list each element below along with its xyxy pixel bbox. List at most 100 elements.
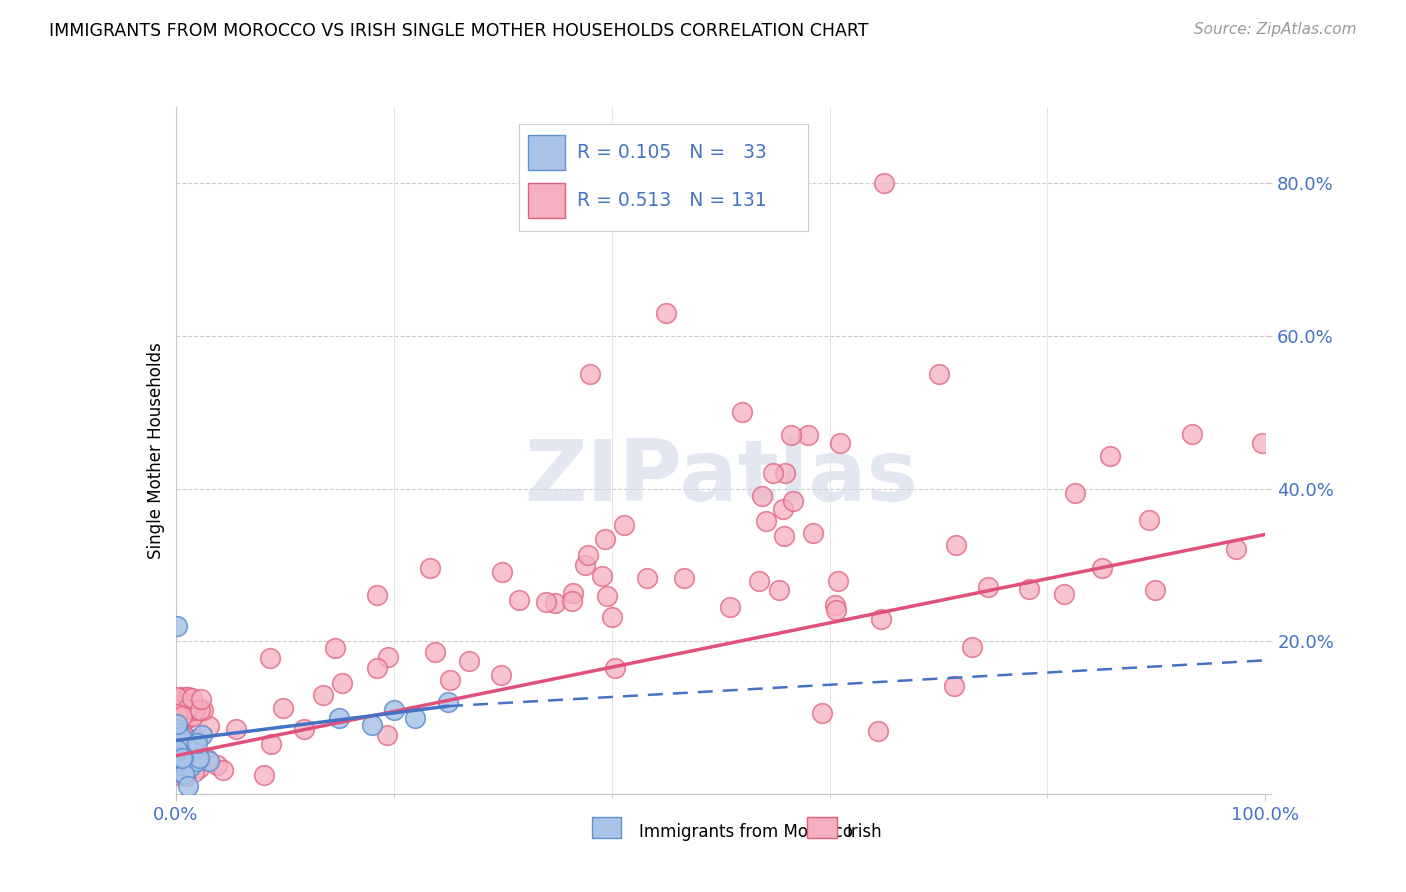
Point (188, 761, 211, 775)
Point (183, 733, 205, 747)
Point (271, 701, 294, 715)
Point (1090, 561, 1112, 575)
Point (166, 743, 188, 757)
Point (636, 571, 658, 585)
Point (827, 574, 849, 588)
Point (866, 723, 889, 738)
Point (366, 588, 388, 602)
Point (169, 755, 191, 769)
Point (167, 723, 190, 737)
Point (188, 751, 211, 765)
Point (170, 739, 193, 754)
Point (166, 722, 188, 736)
Point (177, 779, 200, 793)
Point (170, 709, 193, 723)
Point (928, 367, 950, 381)
Point (172, 708, 194, 723)
Point (1098, 449, 1121, 463)
Point (591, 569, 613, 583)
Point (167, 767, 190, 781)
Point (172, 707, 194, 722)
Point (184, 703, 207, 717)
Point (181, 690, 204, 705)
Point (762, 467, 785, 481)
Point (177, 711, 200, 725)
Point (173, 729, 195, 743)
Point (945, 539, 967, 553)
Point (166, 732, 188, 747)
Point (382, 703, 405, 717)
Point (170, 757, 193, 772)
Point (561, 594, 583, 608)
Point (180, 698, 202, 712)
Point (655, 306, 678, 320)
Point (977, 580, 1000, 594)
Point (718, 600, 741, 615)
Point (323, 641, 346, 656)
Point (579, 367, 602, 381)
Point (360, 718, 382, 732)
Point (1225, 541, 1247, 556)
Point (312, 688, 335, 702)
Y-axis label: Single Mother Households: Single Mother Households (146, 343, 165, 558)
Point (600, 610, 623, 624)
Point (173, 753, 195, 767)
Point (377, 650, 399, 665)
Point (780, 427, 803, 442)
Point (167, 699, 190, 714)
Point (166, 723, 188, 737)
Point (170, 690, 193, 705)
Point (796, 428, 818, 442)
Point (673, 571, 696, 585)
Point (195, 752, 218, 766)
Point (731, 405, 754, 419)
Point (613, 518, 636, 533)
Point (173, 757, 195, 772)
Point (167, 734, 190, 748)
Point (328, 710, 350, 724)
Point (576, 548, 599, 562)
Text: ZIPatlas: ZIPatlas (523, 436, 918, 519)
Point (508, 593, 530, 607)
Point (172, 750, 194, 764)
Point (824, 603, 846, 617)
Point (174, 749, 197, 764)
Point (824, 599, 846, 613)
Point (176, 746, 198, 760)
Point (197, 719, 219, 733)
Point (186, 754, 208, 768)
Point (169, 766, 191, 780)
Point (534, 595, 557, 609)
Point (1018, 582, 1040, 596)
Point (593, 532, 616, 546)
Point (562, 586, 585, 600)
Text: Irish: Irish (846, 822, 882, 840)
Point (172, 750, 194, 764)
Point (166, 750, 188, 764)
Point (166, 735, 188, 749)
Point (811, 706, 834, 720)
Point (186, 736, 208, 750)
Point (177, 747, 200, 761)
Point (259, 651, 281, 665)
Point (190, 691, 212, 706)
Point (330, 676, 353, 690)
Point (491, 565, 513, 579)
Point (596, 589, 619, 603)
Point (166, 706, 188, 721)
Point (170, 741, 193, 756)
Point (177, 705, 200, 719)
Point (166, 730, 188, 744)
Point (801, 526, 824, 541)
Point (169, 706, 191, 720)
Point (439, 673, 461, 687)
Point (782, 494, 804, 508)
Point (166, 743, 188, 757)
Point (489, 667, 512, 681)
Point (773, 529, 796, 543)
Point (167, 750, 190, 764)
Point (377, 728, 399, 742)
Point (366, 661, 388, 675)
Point (170, 760, 193, 774)
Point (1137, 512, 1160, 526)
